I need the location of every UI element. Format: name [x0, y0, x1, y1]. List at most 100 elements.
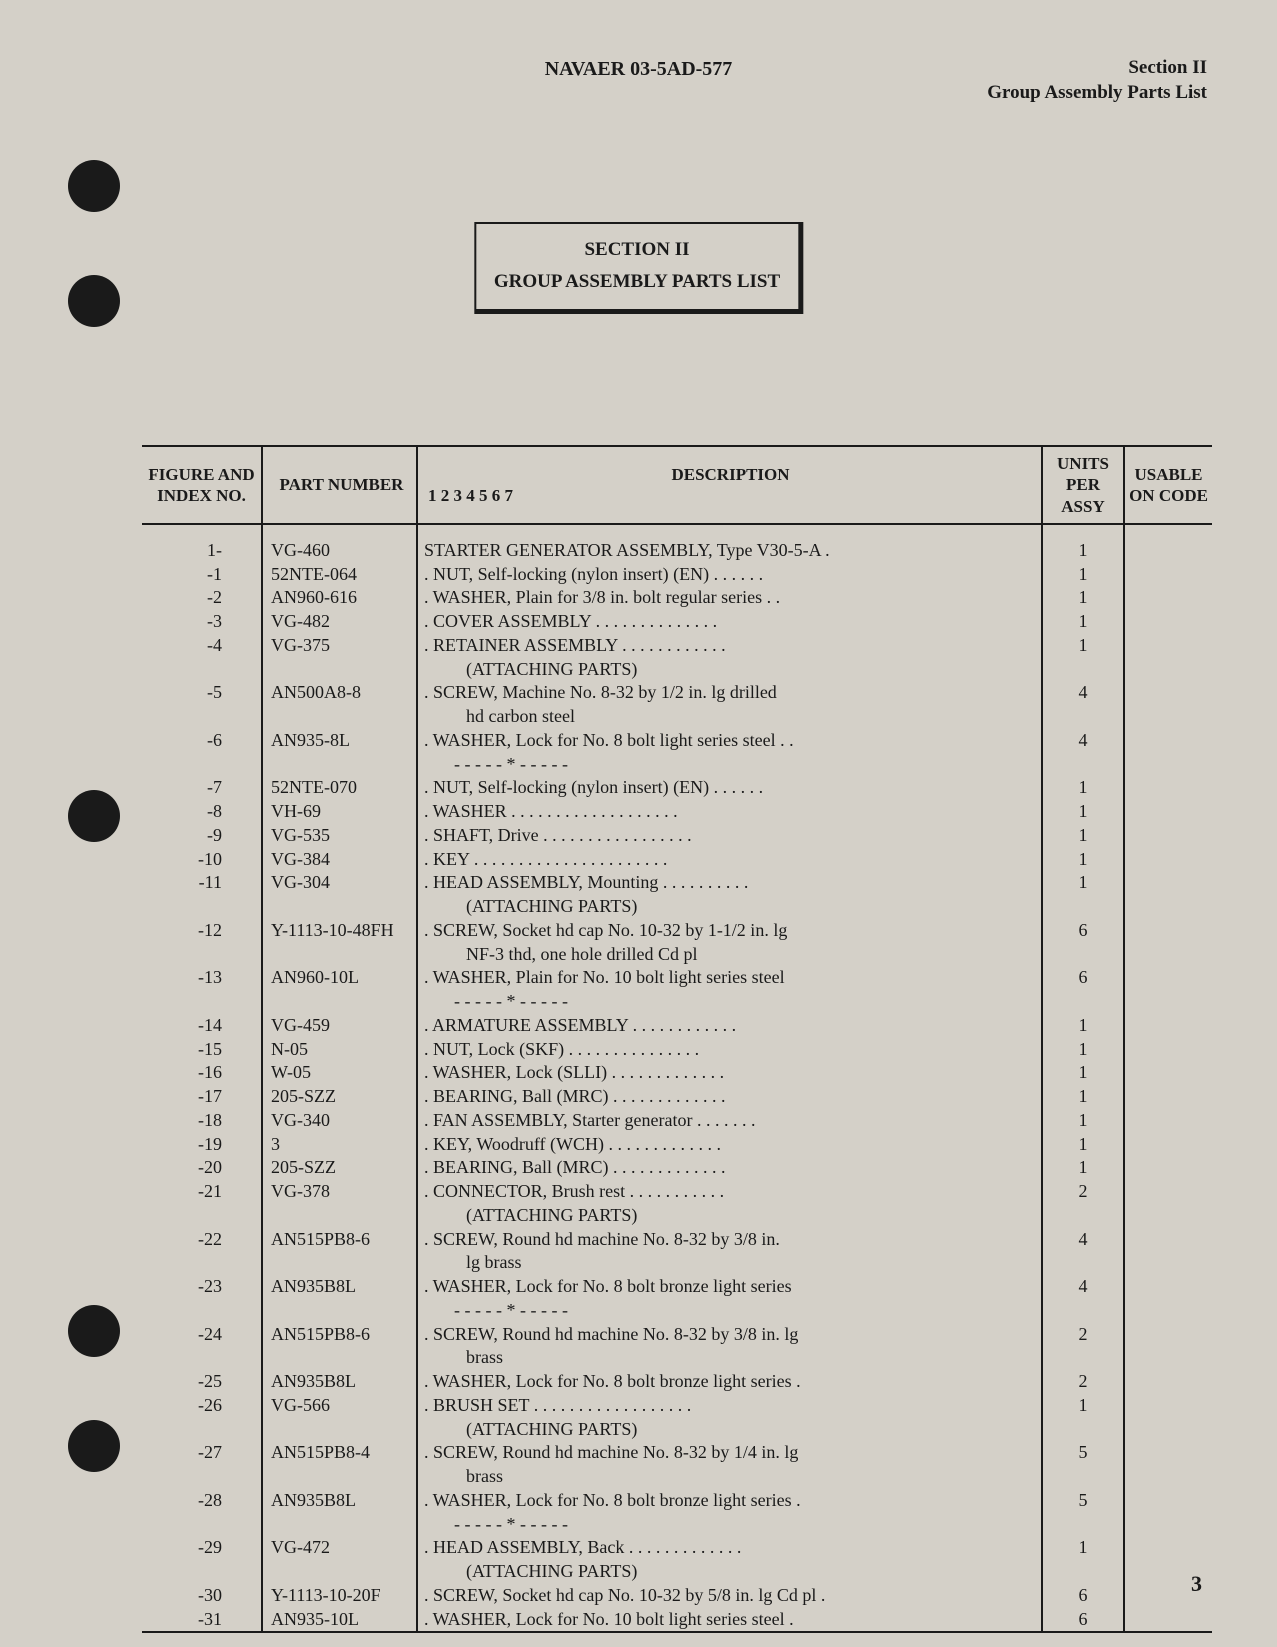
cell-part: 205-SZZ	[262, 1085, 417, 1109]
table-row: -7 52NTE-070. NUT, Self-locking (nylon i…	[142, 776, 1212, 800]
cell-desc: . RETAINER ASSEMBLY . . . . . . . . . . …	[417, 634, 1042, 658]
cell-desc: . SCREW, Machine No. 8-32 by 1/2 in. lg …	[417, 681, 1042, 705]
table-row: -30 Y-1113-10-20F. SCREW, Socket hd cap …	[142, 1584, 1212, 1608]
parts-table: FIGURE AND INDEX NO. PART NUMBER DESCRIP…	[142, 447, 1212, 1631]
cell-code	[1124, 610, 1212, 634]
cell-units	[1042, 990, 1124, 1014]
table-row: -29 VG-472. HEAD ASSEMBLY, Back . . . . …	[142, 1536, 1212, 1560]
table-row: -23 AN935B8L. WASHER, Lock for No. 8 bol…	[142, 1275, 1212, 1299]
table-row: (ATTACHING PARTS)	[142, 658, 1212, 682]
cell-index: -25	[142, 1370, 262, 1394]
cell-index	[142, 658, 262, 682]
table-row: -5 AN500A8-8. SCREW, Machine No. 8-32 by…	[142, 681, 1212, 705]
cell-code	[1124, 658, 1212, 682]
cell-desc: (ATTACHING PARTS)	[417, 895, 1042, 919]
cell-index: -12	[142, 919, 262, 943]
cell-part: VG-472	[262, 1536, 417, 1560]
cell-code	[1124, 1370, 1212, 1394]
table-row: -9 VG-535. SHAFT, Drive . . . . . . . . …	[142, 824, 1212, 848]
cell-code	[1124, 800, 1212, 824]
header-section: Section II	[987, 56, 1207, 81]
cell-units: 1	[1042, 871, 1124, 895]
cell-units	[1042, 1513, 1124, 1537]
cell-units	[1042, 943, 1124, 967]
cell-units	[1042, 705, 1124, 729]
cell-units: 4	[1042, 681, 1124, 705]
cell-part: AN515PB8-6	[262, 1228, 417, 1252]
cell-desc: . BEARING, Ball (MRC) . . . . . . . . . …	[417, 1085, 1042, 1109]
cell-units: 1	[1042, 800, 1124, 824]
cell-units	[1042, 1204, 1124, 1228]
cell-desc: brass	[417, 1465, 1042, 1489]
cell-index: -10	[142, 848, 262, 872]
cell-code	[1124, 1038, 1212, 1062]
cell-part: VH-69	[262, 800, 417, 824]
cell-index: -6	[142, 729, 262, 753]
cell-part: 3	[262, 1133, 417, 1157]
cell-units: 1	[1042, 1061, 1124, 1085]
cell-index: 1-	[142, 524, 262, 563]
table-row: -11 VG-304. HEAD ASSEMBLY, Mounting . . …	[142, 871, 1212, 895]
cell-units	[1042, 1418, 1124, 1442]
section-box-line2: GROUP ASSEMBLY PARTS LIST	[494, 266, 780, 298]
table-row: -26 VG-566. BRUSH SET . . . . . . . . . …	[142, 1394, 1212, 1418]
section-box-line1: SECTION II	[494, 234, 780, 266]
cell-part: VG-384	[262, 848, 417, 872]
cell-desc: . WASHER, Plain for No. 10 bolt light se…	[417, 966, 1042, 990]
cell-desc: (ATTACHING PARTS)	[417, 1560, 1042, 1584]
cell-index: -31	[142, 1608, 262, 1632]
cell-units	[1042, 1251, 1124, 1275]
cell-units: 6	[1042, 919, 1124, 943]
cell-code	[1124, 524, 1212, 563]
table-row: -25 AN935B8L. WASHER, Lock for No. 8 bol…	[142, 1370, 1212, 1394]
cell-desc: - - - - - * - - - - -	[417, 990, 1042, 1014]
parts-table-container: FIGURE AND INDEX NO. PART NUMBER DESCRIP…	[142, 445, 1212, 1633]
cell-desc: hd carbon steel	[417, 705, 1042, 729]
cell-code	[1124, 1228, 1212, 1252]
cell-units: 1	[1042, 1156, 1124, 1180]
table-row: brass	[142, 1465, 1212, 1489]
table-row: -15 N-05. NUT, Lock (SKF) . . . . . . . …	[142, 1038, 1212, 1062]
cell-part: 52NTE-064	[262, 563, 417, 587]
table-row: -13 AN960-10L. WASHER, Plain for No. 10 …	[142, 966, 1212, 990]
cell-units: 5	[1042, 1489, 1124, 1513]
punch-hole	[68, 1420, 120, 1472]
cell-desc: brass	[417, 1346, 1042, 1370]
cell-index	[142, 705, 262, 729]
cell-part	[262, 1204, 417, 1228]
cell-part: VG-375	[262, 634, 417, 658]
cell-part	[262, 1465, 417, 1489]
cell-index: -8	[142, 800, 262, 824]
cell-units: 2	[1042, 1180, 1124, 1204]
cell-desc: . WASHER, Lock for No. 10 bolt light ser…	[417, 1608, 1042, 1632]
cell-desc: . BEARING, Ball (MRC) . . . . . . . . . …	[417, 1156, 1042, 1180]
page-number: 3	[1191, 1571, 1202, 1597]
cell-code	[1124, 824, 1212, 848]
cell-index: -18	[142, 1109, 262, 1133]
table-row: -10 VG-384. KEY . . . . . . . . . . . . …	[142, 848, 1212, 872]
cell-index	[142, 1513, 262, 1537]
cell-desc: . CONNECTOR, Brush rest . . . . . . . . …	[417, 1180, 1042, 1204]
cell-code	[1124, 1536, 1212, 1560]
cell-part	[262, 943, 417, 967]
cell-part	[262, 753, 417, 777]
cell-desc: . WASHER, Lock (SLLI) . . . . . . . . . …	[417, 1061, 1042, 1085]
cell-units: 6	[1042, 966, 1124, 990]
cell-part: VG-535	[262, 824, 417, 848]
cell-index: -4	[142, 634, 262, 658]
cell-code	[1124, 1204, 1212, 1228]
cell-index: -23	[142, 1275, 262, 1299]
cell-code	[1124, 1014, 1212, 1038]
cell-part	[262, 658, 417, 682]
table-row: -24 AN515PB8-6. SCREW, Round hd machine …	[142, 1323, 1212, 1347]
cell-code	[1124, 1109, 1212, 1133]
cell-desc: . WASHER, Lock for No. 8 bolt bronze lig…	[417, 1489, 1042, 1513]
cell-units: 1	[1042, 563, 1124, 587]
punch-hole	[68, 1305, 120, 1357]
cell-desc: . KEY . . . . . . . . . . . . . . . . . …	[417, 848, 1042, 872]
cell-index: -14	[142, 1014, 262, 1038]
cell-code	[1124, 919, 1212, 943]
cell-part: Y-1113-10-20F	[262, 1584, 417, 1608]
table-row: 1- VG-460STARTER GENERATOR ASSEMBLY, Typ…	[142, 524, 1212, 563]
cell-units: 6	[1042, 1584, 1124, 1608]
